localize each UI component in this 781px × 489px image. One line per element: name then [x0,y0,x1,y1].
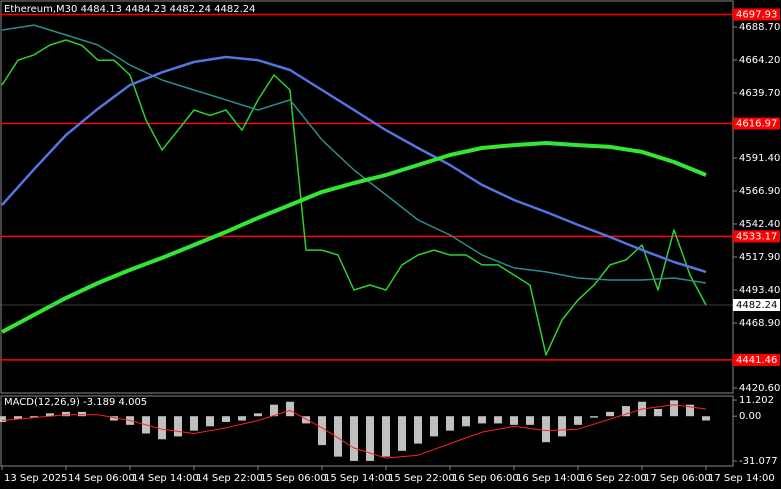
macd-frame [0,395,734,467]
histogram-bar [526,416,534,425]
y-tick-label: 4468.90 [739,318,780,329]
histogram-bar [542,416,550,443]
line-series [1,404,707,459]
histogram-bar [350,416,358,461]
y-tick-label: 4566.90 [739,186,780,197]
line-series [1,39,707,356]
x-tick-label: 14 Sep 06:00 [68,473,135,484]
y-tick-label: 4639.70 [739,88,780,99]
x-tick-label: 14 Sep 14:00 [132,473,199,484]
histogram-bar [318,416,326,446]
histogram-bar [14,416,22,420]
x-tick-label: 17 Sep 06:00 [644,473,711,484]
histogram-bar [670,400,678,417]
chart-title: MACD(12,26,9) -3.189 4.005 [4,397,147,408]
y-tick-label: 4493.40 [739,285,780,296]
current-price-label: 4482.24 [736,300,777,311]
histogram-bar [414,416,422,444]
histogram-bar [702,416,710,421]
x-tick-label: 13 Sep 2025 [4,473,67,484]
histogram-bar [0,416,6,422]
level-label: 4697.93 [736,10,777,21]
histogram-bar [494,416,502,424]
histogram-bar [622,406,630,417]
x-tick-label: 15 Sep 06:00 [260,473,327,484]
histogram-bar [510,416,518,425]
histogram-bar [190,416,198,431]
histogram-bar [654,408,662,417]
x-tick-label: 16 Sep 22:00 [580,473,647,484]
y-tick-label: 4688.70 [739,22,780,33]
histogram-bar [366,416,374,461]
histogram-bar [478,416,486,424]
line-series [1,24,707,284]
y-tick-label: 11.202 [739,395,774,406]
histogram-bar [62,411,70,417]
histogram-bar [30,416,38,418]
level-tag [733,8,780,21]
histogram-bar [78,411,86,417]
x-tick-label: 15 Sep 22:00 [388,473,455,484]
y-tick-label: 0.00 [739,411,761,422]
histogram-bar [334,416,342,457]
histogram-bar [606,411,614,417]
histogram-bar [238,416,246,421]
histogram-bar [174,416,182,437]
level-label: 4616.97 [736,119,777,130]
histogram-bar [222,416,230,422]
y-tick-label: -31.077 [739,456,778,467]
level-tag [733,117,780,130]
line-series [1,141,707,334]
histogram-bar [206,416,214,427]
y-tick-label: 4420.60 [739,383,780,394]
y-tick-label: 4591.40 [739,153,780,164]
histogram-bar [254,413,262,417]
y-tick-label: 4542.40 [739,219,780,230]
x-tick-label: 16 Sep 06:00 [452,473,519,484]
current-price-tag [733,298,780,311]
histogram-bar [302,416,310,424]
x-tick-label: 14 Sep 22:00 [196,473,263,484]
level-label: 4533.17 [736,231,777,242]
price-frame [0,0,734,394]
x-tick-label: 16 Sep 14:00 [516,473,583,484]
histogram-bar [590,416,598,418]
histogram-bar [686,404,694,417]
level-tag [733,230,780,243]
level-tag [733,353,780,366]
histogram-bar [270,404,278,417]
y-tick-label: 4517.90 [739,252,780,263]
histogram-bar [398,416,406,451]
x-tick-label: 15 Sep 14:00 [324,473,391,484]
chart-title: Ethereum,M30 4484.13 4484.23 4482.24 448… [4,4,256,15]
x-tick-label: 17 Sep 14:00 [708,473,775,484]
histogram-bar [462,416,470,427]
histogram-bar [158,416,166,440]
y-tick-label: 4664.20 [739,55,780,66]
histogram-bar [558,416,566,437]
histogram-bar [446,416,454,431]
histogram-bar [286,401,294,417]
histogram-bar [46,413,54,417]
histogram-bar [382,416,390,457]
level-label: 4441.46 [736,355,777,366]
line-series [1,55,707,274]
histogram-bar [430,416,438,437]
histogram-bar [574,416,582,425]
histogram-bar [110,416,118,421]
